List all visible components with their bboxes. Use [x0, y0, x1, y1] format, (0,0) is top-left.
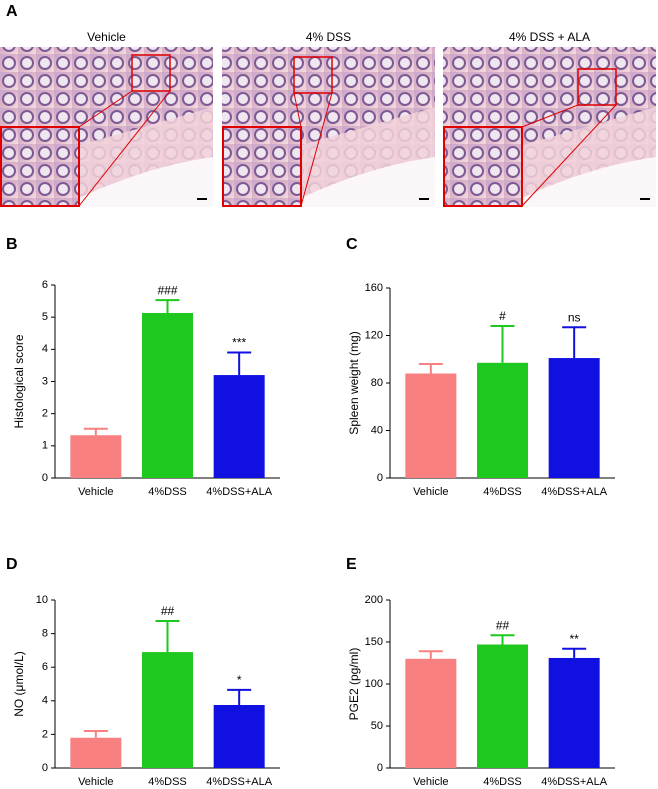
bar — [213, 705, 265, 768]
panel-label: D — [6, 556, 18, 573]
significance-label: ## — [496, 618, 510, 632]
bar — [405, 658, 457, 768]
x-tick-label: Vehicle — [413, 776, 448, 788]
x-tick-label: 4%DSS+ALA — [206, 486, 272, 498]
image-title: 4% DSS — [306, 30, 351, 44]
panel-label: B — [6, 236, 18, 253]
bar — [142, 652, 193, 768]
x-tick-label: 4%DSS — [483, 486, 522, 498]
significance-label: ** — [569, 632, 579, 646]
y-axis-label: NO (μmol/L) — [12, 651, 26, 717]
y-tick-label: 100 — [365, 678, 383, 690]
y-tick-label: 10 — [36, 594, 48, 606]
y-tick-label: 4 — [42, 695, 48, 707]
panel-label: A — [6, 3, 18, 20]
image-title: 4% DSS + ALA — [509, 30, 590, 44]
bar — [142, 312, 193, 478]
x-tick-label: 4%DSS — [148, 486, 187, 498]
roi-box — [293, 56, 333, 94]
y-tick-label: 0 — [377, 762, 383, 774]
y-tick-label: 120 — [365, 329, 383, 341]
x-tick-label: 4%DSS — [483, 776, 522, 788]
significance-label: * — [237, 673, 242, 687]
zoom-line — [300, 92, 333, 207]
y-tick-label: 8 — [42, 628, 48, 640]
y-tick-label: 150 — [365, 636, 383, 648]
significance-label: ## — [161, 604, 175, 618]
image-title: Vehicle — [87, 30, 126, 44]
bar — [70, 435, 122, 478]
x-tick-label: Vehicle — [413, 486, 448, 498]
zoom-inset — [443, 126, 523, 207]
y-tick-label: 4 — [42, 343, 48, 355]
y-axis-label: Spleen weight (mg) — [347, 331, 361, 434]
bar — [213, 375, 265, 478]
x-tick-label: 4%DSS+ALA — [541, 776, 607, 788]
zoom-inset — [222, 126, 302, 207]
x-tick-label: 4%DSS — [148, 776, 187, 788]
y-tick-label: 160 — [365, 282, 383, 294]
y-tick-label: 0 — [42, 762, 48, 774]
lumen — [60, 157, 213, 207]
y-axis-label: PGE2 (pg/ml) — [347, 648, 361, 721]
y-tick-label: 200 — [365, 594, 383, 606]
significance-label: ns — [568, 310, 581, 324]
y-tick-label: 40 — [371, 424, 383, 436]
significance-label: ### — [157, 283, 177, 297]
roi-box — [131, 54, 171, 92]
zoom-line — [78, 90, 171, 207]
y-tick-label: 6 — [42, 661, 48, 673]
zoom-inset — [0, 126, 80, 207]
y-tick-label: 0 — [42, 472, 48, 484]
significance-label: # — [499, 309, 506, 323]
zoom-line — [293, 92, 302, 128]
x-tick-label: Vehicle — [78, 486, 113, 498]
zoom-line — [521, 104, 579, 128]
y-tick-label: 2 — [42, 408, 48, 420]
zoom-line — [78, 90, 133, 128]
bar — [70, 737, 122, 768]
lumen — [282, 157, 435, 207]
y-axis-label: Histological score — [12, 334, 26, 428]
bar — [477, 644, 528, 768]
bar — [477, 362, 528, 478]
y-tick-label: 3 — [42, 375, 48, 387]
x-tick-label: 4%DSS+ALA — [206, 776, 272, 788]
y-tick-label: 0 — [377, 472, 383, 484]
zoom-line — [521, 104, 617, 207]
panel-label: C — [346, 236, 358, 253]
y-tick-label: 50 — [371, 720, 383, 732]
x-tick-label: 4%DSS+ALA — [541, 486, 607, 498]
bar — [548, 657, 600, 768]
bar — [405, 373, 457, 478]
bar — [548, 358, 600, 478]
y-tick-label: 1 — [42, 440, 48, 452]
y-tick-label: 2 — [42, 728, 48, 740]
roi-box — [577, 68, 617, 106]
y-tick-label: 5 — [42, 311, 48, 323]
panel-label: E — [346, 556, 357, 573]
x-tick-label: Vehicle — [78, 776, 113, 788]
significance-label: *** — [232, 336, 246, 350]
lumen — [503, 157, 656, 207]
y-tick-label: 80 — [371, 377, 383, 389]
y-tick-label: 6 — [42, 279, 48, 291]
